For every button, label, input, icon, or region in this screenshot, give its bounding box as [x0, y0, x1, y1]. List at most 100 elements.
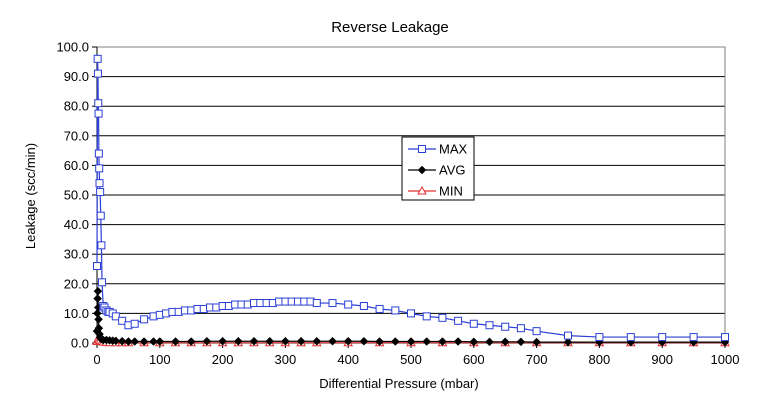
data-point-max [96, 188, 105, 197]
x-tick-label: 400 [337, 352, 359, 367]
data-point-avg [453, 337, 463, 346]
x-tick-label: 100 [149, 352, 171, 367]
data-point-avg [343, 336, 353, 346]
data-point-max [312, 299, 321, 308]
data-point-avg [155, 337, 165, 346]
data-point-avg [296, 336, 306, 346]
data-point-avg [233, 336, 243, 346]
data-point-max [689, 333, 698, 342]
y-tick-label: 80.0 [64, 99, 89, 114]
data-point-avg [249, 336, 259, 346]
legend: MAX AVG MIN [401, 136, 475, 201]
data-point-max [469, 319, 478, 328]
data-point-avg [438, 337, 447, 346]
x-tick-label: 1000 [711, 352, 740, 367]
legend-marker-min [417, 185, 427, 195]
series-max [93, 54, 729, 342]
data-point-max [407, 309, 415, 318]
y-tick-label: 90.0 [64, 69, 89, 84]
data-point-max [93, 262, 101, 271]
data-point-max [97, 241, 106, 250]
data-point-max [438, 313, 447, 322]
data-point-max [93, 54, 102, 63]
y-tick-label: 10.0 [64, 306, 89, 321]
y-tick-label: 40.0 [64, 217, 89, 232]
data-point-avg [563, 337, 573, 347]
data-point-avg [359, 336, 369, 346]
legend-marker-max [418, 145, 426, 153]
data-point-avg [171, 337, 180, 346]
y-tick-label: 60.0 [64, 158, 89, 173]
data-point-avg [390, 337, 400, 346]
data-point-max [501, 322, 510, 331]
x-tick-label: 800 [589, 352, 611, 367]
data-point-avg [130, 337, 140, 346]
y-axis-label: Leakage (scc/min) [23, 143, 38, 249]
data-point-avg [117, 336, 127, 346]
data-point-max [454, 316, 463, 325]
data-point-avg [281, 336, 290, 346]
data-point-avg [500, 337, 510, 347]
data-point-max [344, 300, 353, 309]
data-point-avg [485, 337, 494, 347]
x-tick-label: 700 [526, 352, 548, 367]
data-point-avg [218, 336, 227, 346]
legend-box [401, 136, 475, 201]
x-tick-label: 600 [463, 352, 485, 367]
data-point-avg [265, 336, 275, 346]
y-tick-label: 30.0 [64, 247, 89, 262]
x-tick-label: 300 [275, 352, 297, 367]
data-point-avg [93, 286, 103, 296]
data-point-max [95, 164, 104, 173]
data-point-avg [328, 336, 337, 346]
data-point-avg [139, 337, 149, 346]
data-point-avg [111, 336, 121, 346]
data-point-max [532, 327, 541, 336]
data-point-avg [422, 337, 432, 346]
data-point-max [98, 278, 107, 287]
legend-marker-avg [417, 165, 427, 175]
legend-label-avg: AVG [439, 163, 466, 178]
data-point-max [564, 331, 572, 340]
data-point-max [94, 149, 103, 158]
data-point-max [721, 333, 729, 342]
data-point-max [93, 69, 102, 78]
data-point-avg [532, 337, 541, 347]
data-point-max [111, 312, 120, 321]
data-point-avg [516, 337, 526, 347]
data-point-max [96, 211, 105, 220]
data-point-max [94, 109, 103, 118]
data-point-max [130, 319, 139, 328]
data-point-avg [149, 337, 158, 346]
data-point-avg [94, 314, 103, 324]
data-point-avg [186, 337, 196, 346]
x-axis-label: Differential Pressure (mbar) [319, 376, 478, 391]
data-point-max [94, 99, 103, 108]
data-point-max [375, 304, 384, 313]
data-point-max [516, 324, 525, 333]
x-tick-label: 0 [93, 352, 100, 367]
x-tick-label: 500 [400, 352, 422, 367]
data-point-max [359, 302, 368, 310]
legend-label-max: MAX [439, 142, 468, 157]
data-point-max [140, 315, 149, 324]
x-tick-label: 900 [651, 352, 673, 367]
data-point-avg [375, 337, 384, 346]
data-point-max [626, 333, 635, 342]
data-point-avg [93, 294, 102, 303]
y-tick-label: 70.0 [64, 128, 89, 143]
data-point-max [422, 312, 431, 321]
y-tick-label: 50.0 [64, 188, 89, 203]
data-point-avg [469, 337, 479, 347]
chart-title: Reverse Leakage [331, 19, 449, 36]
data-point-avg [124, 337, 133, 346]
y-tick-label: 0.0 [71, 336, 89, 351]
x-tick-label: 200 [212, 352, 234, 367]
data-point-max [95, 179, 104, 188]
data-point-max [328, 299, 337, 308]
y-tick-label: 100.0 [56, 40, 89, 55]
data-point-avg [202, 336, 212, 346]
series-group [92, 54, 730, 347]
data-point-avg [406, 337, 416, 346]
